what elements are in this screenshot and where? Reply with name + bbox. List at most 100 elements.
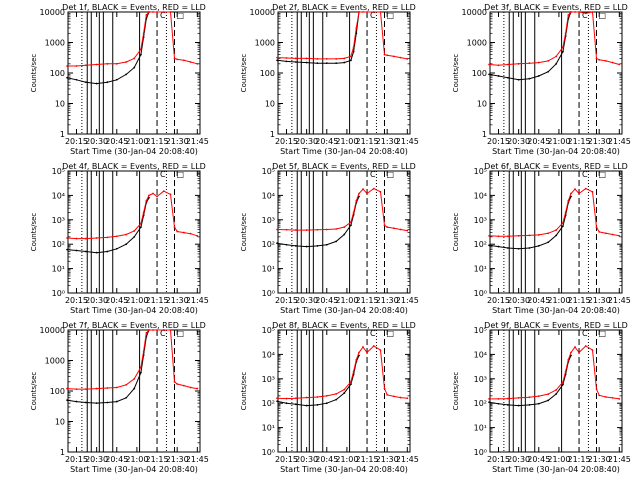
lld-point	[517, 234, 520, 237]
chart-title: Det 5f, BLACK = Events, RED = LLD	[272, 162, 416, 171]
lld-point	[125, 383, 128, 386]
events-point	[547, 70, 550, 73]
lld-point	[305, 396, 308, 399]
events-point	[343, 61, 346, 64]
chart-title: Det 3f, BLACK = Events, RED = LLD	[484, 3, 628, 12]
x-tick-label: 21:15	[146, 455, 169, 464]
y-tick-label: 10⁴	[262, 350, 275, 359]
plot-frame	[277, 11, 411, 135]
lld-point	[497, 64, 500, 67]
chart-title: Det 2f, BLACK = Events, RED = LLD	[272, 3, 416, 12]
lld-point	[406, 397, 409, 400]
y-tick-label: 1000	[255, 39, 275, 48]
events-point	[555, 62, 558, 65]
events-point	[106, 81, 109, 84]
lld-point	[106, 236, 109, 239]
lld-point	[595, 226, 598, 229]
x-axis-label: Start Time (30-Jan-04 20:08:40)	[280, 147, 408, 156]
x-tick-label: 21:00	[547, 137, 570, 146]
lld-point	[497, 398, 500, 400]
lld-point	[343, 226, 346, 229]
events-series-line	[277, 355, 360, 407]
events-point	[115, 78, 118, 81]
y-axis-label: Counts/sec	[452, 213, 460, 252]
lld-point	[604, 396, 607, 398]
x-tick-label: 20:15	[275, 455, 298, 464]
lld-point	[140, 366, 142, 369]
x-tick-label: 21:45	[608, 137, 631, 146]
events-series-line	[489, 11, 572, 81]
events-point	[325, 402, 328, 405]
y-tick-label: 10³	[262, 375, 275, 384]
y-tick-label: 10⁴	[474, 191, 487, 200]
chart-panel-7: Det 7f, BLACK = Events, RED = LLD 1 10 100 1…	[30, 321, 209, 474]
events-point	[352, 50, 355, 53]
lld-point	[562, 46, 564, 49]
events-point	[488, 73, 491, 76]
events-point	[506, 247, 509, 249]
events-point	[335, 62, 338, 65]
lld-point	[125, 233, 128, 236]
events-point	[562, 383, 564, 386]
y-tick-label: 10²	[474, 399, 487, 408]
chart-title: Det 4f, BLACK = Events, RED = LLD	[62, 162, 206, 171]
events-point	[537, 245, 540, 247]
lld-point	[598, 394, 601, 397]
chart-title: Det 8f, BLACK = Events, RED = LLD	[272, 321, 416, 330]
x-tick-label: 21:15	[146, 296, 169, 305]
events-point	[140, 226, 142, 229]
events-point	[335, 398, 338, 401]
lld-point	[350, 380, 352, 383]
lld-point	[555, 389, 558, 391]
lld-point	[488, 63, 491, 66]
y-tick-label: 10⁰	[474, 289, 487, 298]
annotation-square: □	[176, 170, 184, 179]
plot-frame	[67, 329, 201, 453]
x-axis-label: Start Time (30-Jan-04 20:08:40)	[280, 465, 408, 474]
lld-point	[372, 345, 375, 347]
y-tick-label: 10000	[40, 8, 65, 17]
events-point	[294, 245, 297, 247]
lld-series-line	[489, 188, 620, 237]
annotation-c: C	[160, 170, 166, 179]
lld-point	[148, 11, 150, 13]
events-point	[488, 244, 491, 247]
events-point	[285, 60, 288, 63]
y-tick-label: 10⁴	[52, 191, 65, 200]
events-point	[497, 75, 500, 77]
lld-point	[84, 388, 87, 391]
y-tick-label: 10⁵	[474, 167, 487, 176]
lld-point	[358, 11, 360, 13]
events-point	[517, 247, 520, 250]
y-tick-label: 10¹	[262, 424, 275, 433]
lld-point	[66, 65, 69, 67]
events-series-line	[66, 11, 150, 85]
lld-point	[335, 228, 338, 230]
plot-frame	[277, 329, 411, 453]
y-tick-label: 10⁰	[262, 289, 275, 298]
y-tick-label: 10⁵	[52, 167, 65, 176]
lld-point	[358, 192, 360, 195]
y-tick-label: 10	[265, 100, 275, 109]
x-tick-label: 21:00	[335, 296, 358, 305]
events-point	[562, 50, 564, 53]
lld-point	[115, 235, 118, 238]
annotation-c: C	[582, 11, 588, 20]
lld-point	[352, 211, 355, 214]
lld-point	[497, 235, 500, 238]
lld-point	[145, 332, 148, 334]
events-point	[547, 399, 550, 402]
x-tick-label: 21:30	[376, 137, 399, 146]
x-tick-label: 20:15	[65, 455, 88, 464]
annotation-c: C	[370, 329, 376, 338]
x-tick-label: 21:00	[335, 137, 358, 146]
plot-frame	[67, 170, 201, 294]
events-point	[125, 73, 128, 76]
events-point	[497, 402, 500, 405]
x-tick-label: 21:45	[396, 137, 419, 146]
lld-point	[611, 61, 614, 64]
events-point	[276, 400, 279, 403]
lld-point	[570, 351, 572, 354]
lld-point	[294, 57, 297, 60]
lld-point	[95, 63, 98, 66]
